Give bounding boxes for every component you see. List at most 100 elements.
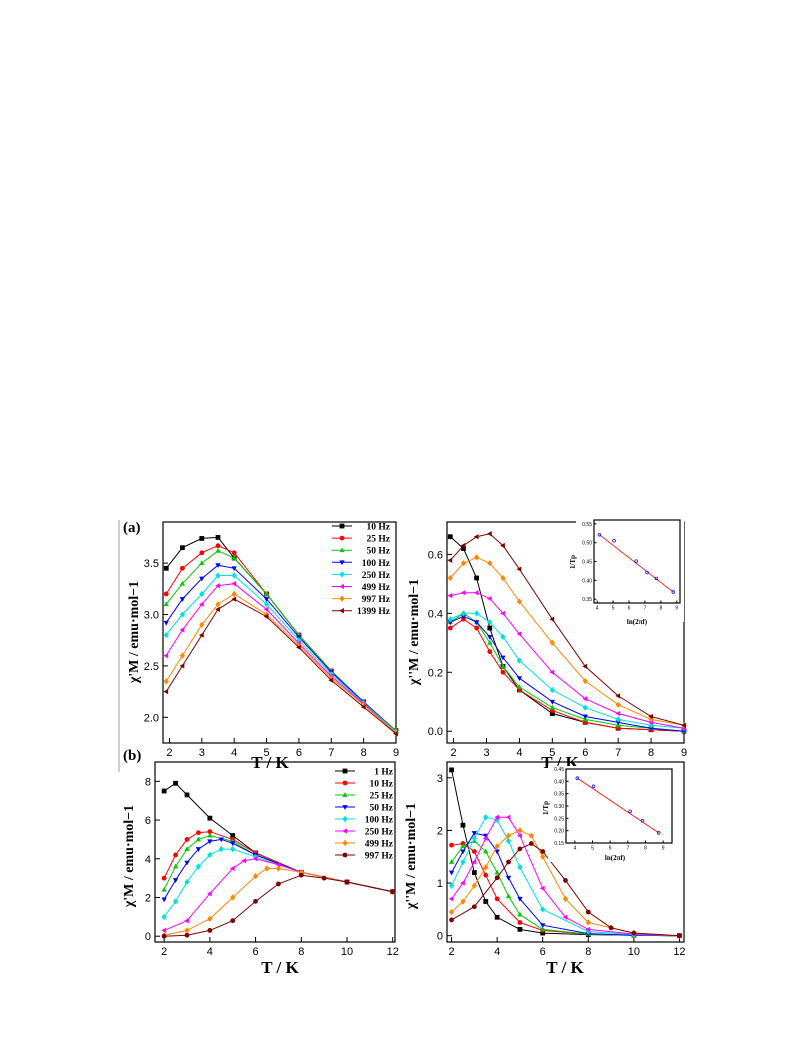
data-point: [473, 590, 479, 596]
series-line: [165, 564, 397, 733]
data-point: [199, 550, 205, 556]
legend-entry: 250 Hz: [362, 571, 391, 581]
y-tick-label: 0.30: [554, 804, 564, 810]
y-axis-label: χ'M / emu·mol−1: [127, 581, 142, 684]
x-tick-label: 8: [361, 747, 367, 759]
data-point: [184, 792, 190, 798]
y-tick-label: 0.0: [428, 726, 443, 738]
inset-data-point: [671, 590, 676, 594]
data-point: [549, 686, 555, 694]
legend-entry: 10 Hz: [367, 523, 391, 533]
data-point: [517, 926, 523, 932]
series-100-hz: [447, 614, 687, 735]
legend-marker: [342, 780, 348, 786]
data-point: [448, 896, 454, 902]
data-point: [231, 550, 237, 556]
data-point: [582, 704, 588, 711]
series-line: [165, 583, 397, 734]
series-499-hz: [161, 865, 396, 939]
data-point: [474, 575, 480, 581]
data-point: [516, 598, 523, 605]
plot-frame: [446, 761, 685, 943]
data-point: [582, 714, 588, 720]
data-point: [500, 655, 506, 661]
data-point: [215, 583, 220, 589]
data-point: [161, 913, 167, 920]
data-point: [460, 822, 466, 828]
x-tick-label: 8: [585, 946, 591, 958]
x-tick-label: 7: [615, 747, 621, 759]
data-point: [207, 829, 213, 835]
y-tick-label: 4: [145, 854, 151, 866]
y-tick-label: 0.4: [428, 608, 443, 620]
data-point: [163, 631, 169, 639]
data-point: [582, 696, 588, 702]
data-point: [539, 885, 545, 891]
data-point: [483, 848, 489, 854]
x-tick-label: 4: [494, 946, 500, 958]
data-point: [207, 915, 213, 922]
data-point: [230, 841, 236, 847]
data-point: [231, 566, 237, 572]
series-line: [450, 612, 685, 729]
data-point: [540, 923, 546, 929]
y-tick-label: 3.5: [144, 558, 159, 570]
plot-frame: [154, 761, 396, 943]
y-tick-label: 0.25: [554, 816, 564, 822]
data-point: [615, 701, 621, 708]
x-tick-label: 6: [296, 747, 302, 759]
data-point: [540, 849, 546, 854]
data-point: [449, 842, 454, 848]
data-point: [263, 591, 270, 596]
data-point: [500, 663, 506, 669]
data-point: [460, 898, 466, 905]
data-point: [179, 611, 186, 618]
data-point: [506, 859, 511, 865]
y-tick-label: 6: [145, 815, 151, 827]
data-point: [199, 621, 205, 628]
x-tick-label: 9: [681, 747, 687, 759]
x-tick-label: 3: [483, 747, 489, 759]
legend-marker: [342, 839, 348, 847]
x-tick-label: 5: [549, 747, 555, 759]
data-point: [487, 619, 493, 626]
x-tick-label: 2: [161, 946, 167, 958]
legend-entry: 50 Hz: [367, 547, 391, 557]
x-tick-label: 9: [675, 606, 678, 612]
data-point: [207, 832, 213, 838]
legend-entry: 250 Hz: [365, 828, 394, 838]
y-tick-label: 0.45: [554, 767, 564, 773]
data-point: [215, 547, 221, 553]
data-point: [263, 606, 269, 613]
data-point: [517, 846, 523, 852]
data-point: [231, 581, 237, 587]
data-point: [494, 843, 500, 850]
x-axis-label: T / K: [261, 958, 299, 977]
data-point: [528, 832, 534, 839]
data-point: [163, 591, 169, 597]
data-point: [540, 853, 546, 860]
data-point: [172, 878, 179, 883]
data-point: [505, 893, 512, 899]
data-point: [184, 932, 190, 938]
data-point: [163, 652, 169, 659]
data-point: [218, 845, 224, 853]
data-point: [505, 837, 512, 845]
data-point: [483, 899, 489, 904]
data-point: [562, 914, 568, 920]
legend-marker: [342, 828, 347, 834]
x-tick-label: 10: [628, 946, 640, 958]
data-point: [540, 926, 546, 932]
data-point: [215, 535, 221, 540]
data-point: [231, 590, 237, 598]
data-point: [215, 606, 220, 613]
inset-data-point: [640, 819, 645, 823]
data-point: [447, 574, 453, 582]
data-point: [631, 930, 637, 936]
data-point: [161, 897, 167, 903]
series-499-hz: [448, 827, 683, 939]
data-point: [207, 927, 213, 933]
inset-data-point: [628, 809, 632, 814]
data-point: [184, 837, 190, 842]
data-point: [494, 896, 500, 902]
